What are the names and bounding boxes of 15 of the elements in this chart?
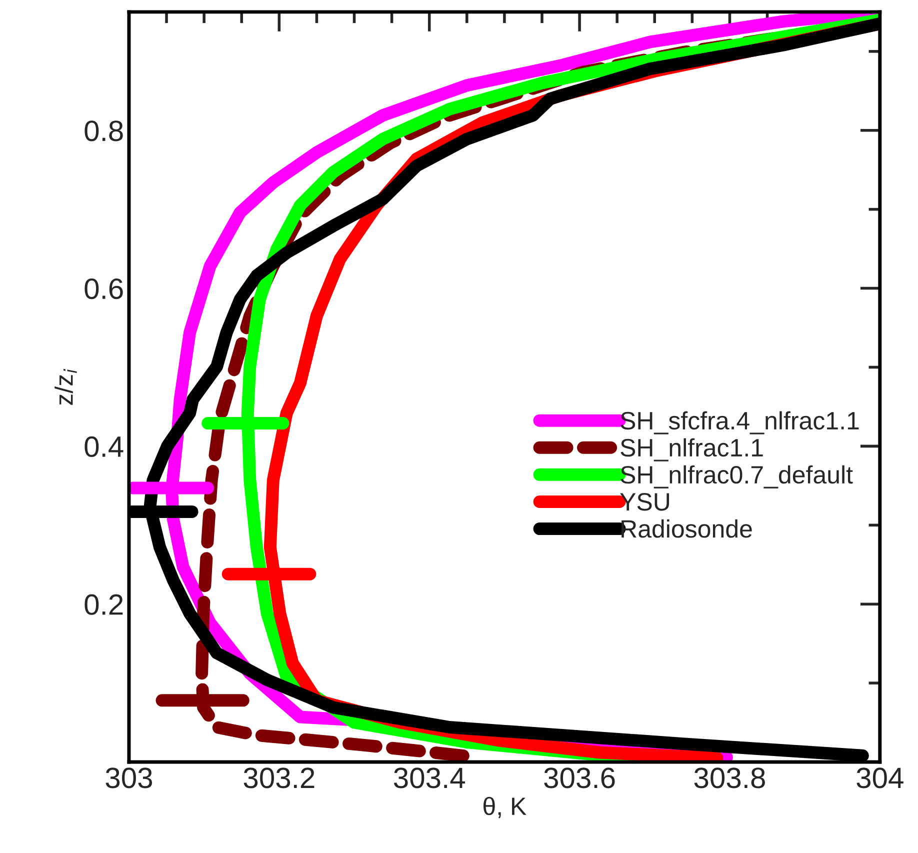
- legend-label: SH_nlfrac0.7_default: [620, 465, 853, 488]
- legend-label: SH_nlfrac1.1: [620, 438, 763, 462]
- x-tick-label: 303.4: [394, 768, 465, 788]
- x-axis-title: θ, K: [484, 796, 526, 818]
- y-tick-label: 0.8: [84, 120, 123, 142]
- legend-label: SH_sfcfra.4_nlfrac1.1: [620, 411, 859, 434]
- x-tick-label: 303: [106, 768, 152, 788]
- x-tick-label: 303.2: [244, 768, 314, 788]
- x-tick-label: 304: [856, 768, 904, 788]
- y-tick-label: 0.4: [84, 436, 124, 458]
- y-tick-label: 0.2: [84, 594, 123, 615]
- y-tick-label: 0.6: [84, 278, 123, 300]
- y-axis-title: z/z$_{i}$: [54, 368, 77, 405]
- x-tick-label: 303.6: [544, 768, 615, 788]
- x-tick-label: 303.8: [694, 768, 765, 788]
